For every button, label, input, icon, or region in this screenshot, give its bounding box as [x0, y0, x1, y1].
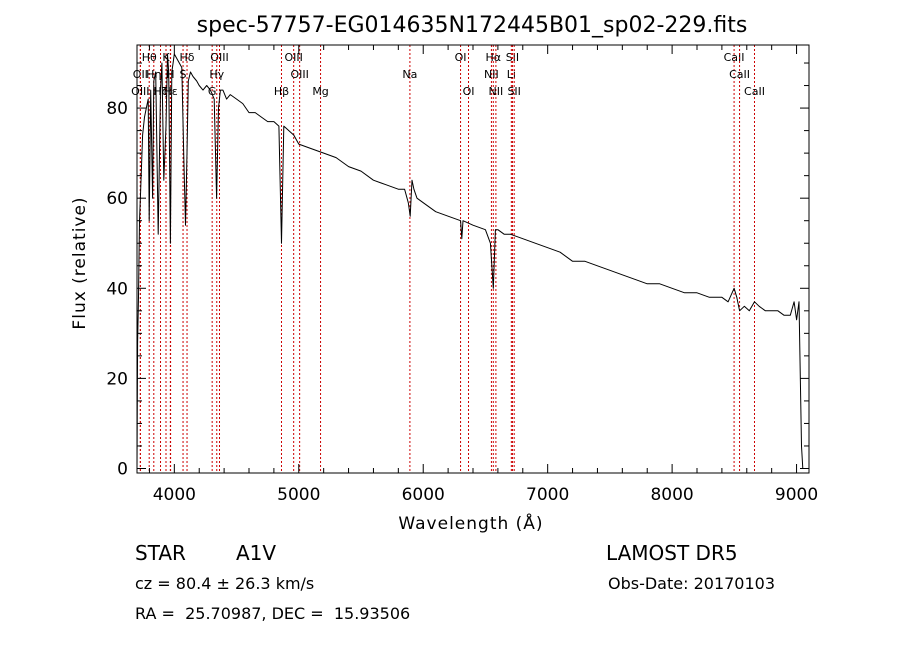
y-tick-label: 40: [106, 279, 128, 299]
object-class: STAR: [135, 541, 186, 565]
survey-name: LAMOST DR5: [606, 541, 738, 565]
line-marker-label: OIII: [131, 85, 149, 98]
line-marker-label: OIII: [210, 51, 228, 64]
plot-frame: [136, 44, 810, 474]
line-marker-label: Mg: [312, 85, 328, 98]
line-marker-label: CaII: [729, 68, 750, 81]
line-marker-label: Hη: [146, 68, 161, 81]
spectrum-line: [136, 53, 804, 469]
spectral-subclass: A1V: [236, 541, 277, 565]
x-tick-label: 8000: [650, 485, 693, 505]
line-marker-label: Hγ: [209, 68, 224, 81]
redshift-velocity: cz = 80.4 ± 26.3 km/s: [135, 574, 315, 593]
line-marker-label: SII: [507, 85, 520, 98]
line-marker-label: Li: [507, 68, 516, 81]
y-tick-label: 20: [106, 369, 128, 389]
line-marker-label: Hα: [486, 51, 502, 64]
x-axis-ticks: 4000 5000 6000 7000 8000 9000: [148, 45, 818, 505]
line-marker-label: OI: [463, 85, 475, 98]
y-tick-label: 80: [106, 99, 128, 119]
chart-title: spec-57757-EG014635N172445B01_sp02-229.f…: [197, 13, 748, 38]
line-marker-label: G: [208, 85, 217, 98]
line-marker-label: NII: [484, 68, 499, 81]
line-marker-label: CaII: [744, 85, 765, 98]
sky-coordinates: RA = 25.70987, DEC = 15.93506: [135, 604, 411, 623]
line-marker-label: K: [162, 51, 170, 64]
observation-date: Obs-Date: 20170103: [608, 574, 776, 593]
y-tick-label: 0: [117, 459, 128, 479]
line-marker-label: Hε: [163, 85, 177, 98]
y-axis-ticks: 0 20 40 60 80: [106, 62, 809, 479]
x-tick-label: 9000: [775, 485, 818, 505]
line-marker-label: CaII: [724, 51, 745, 64]
line-marker-label: OIII: [284, 51, 302, 64]
line-marker-label: S: [180, 68, 187, 81]
spectral-line-markers: OIIOIIIHθHηHζKHHεHδSGOIIIHγHβOIIIOIIIMgN…: [131, 45, 765, 473]
y-tick-label: 60: [106, 189, 128, 209]
line-marker-label: OI: [455, 51, 467, 64]
line-marker-label: Hδ: [180, 51, 195, 64]
x-tick-label: 5000: [277, 485, 320, 505]
y-axis-label: Flux (relative): [70, 196, 90, 329]
x-axis-label: Wavelength (Å): [398, 512, 543, 534]
x-tick-label: 7000: [526, 485, 569, 505]
line-marker-label: Na: [402, 68, 417, 81]
line-marker-label: Hβ: [274, 85, 289, 98]
spectrum-series: [136, 53, 804, 469]
line-marker-label: NII: [489, 85, 504, 98]
x-tick-label: 6000: [402, 485, 445, 505]
line-marker-label: OIII: [290, 68, 308, 81]
line-marker-label: SII: [506, 51, 519, 64]
x-tick-label: 4000: [153, 485, 196, 505]
line-marker-label: Hθ: [142, 51, 157, 64]
